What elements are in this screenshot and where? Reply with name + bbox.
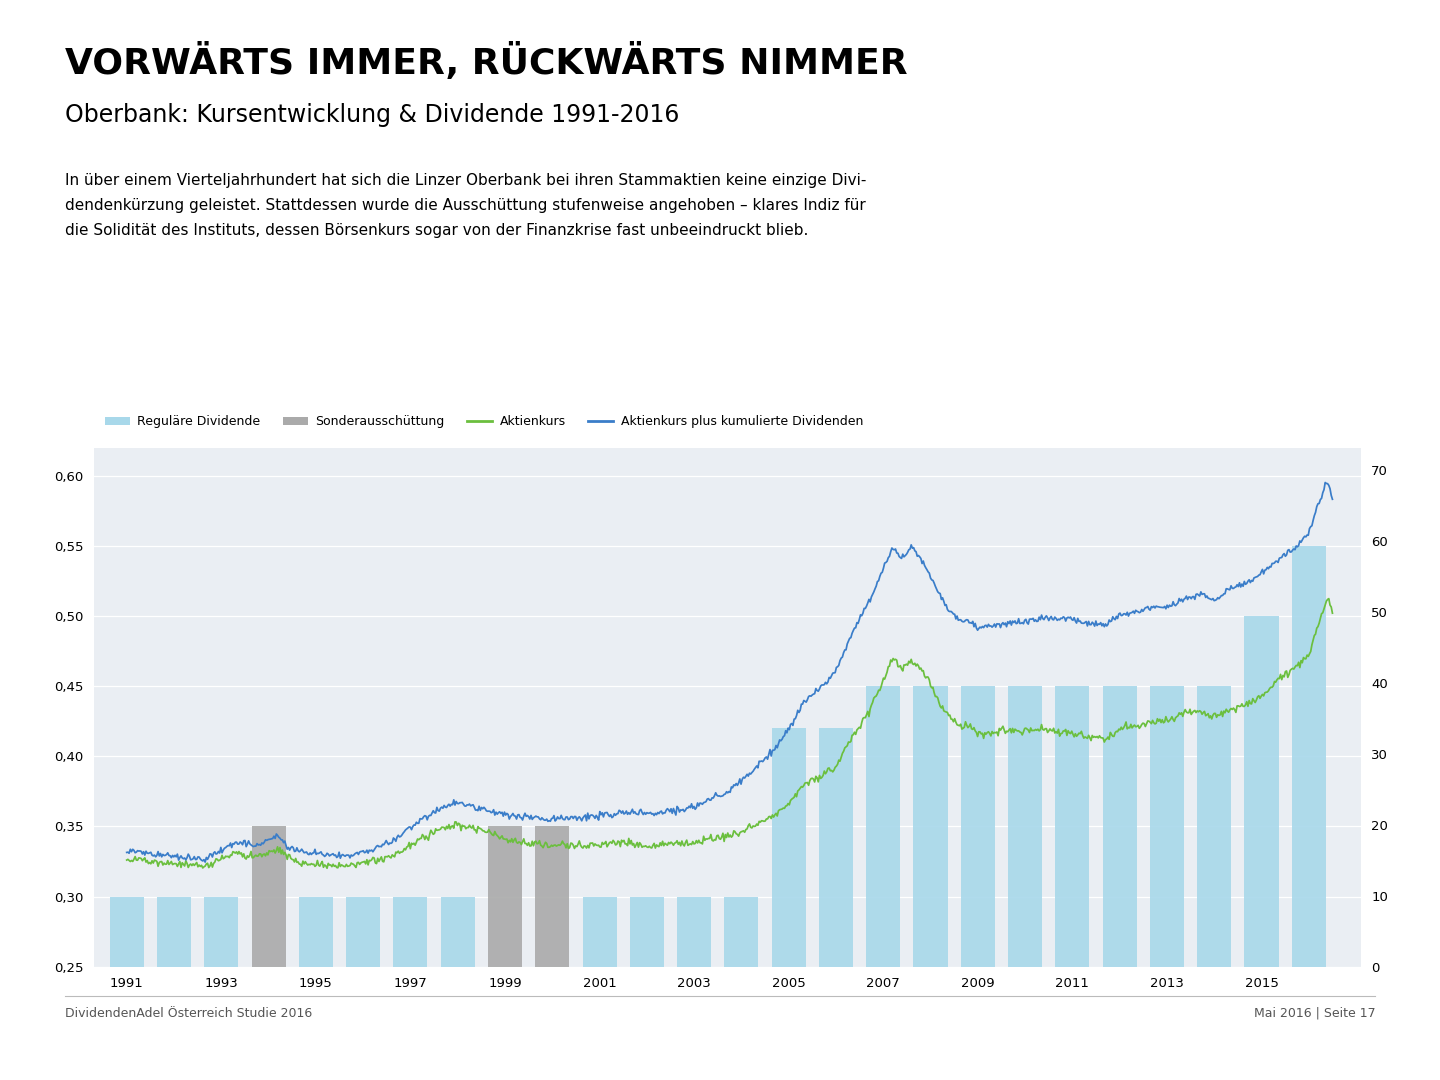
- Bar: [772, 728, 806, 1080]
- Bar: [300, 896, 333, 1080]
- Bar: [583, 896, 616, 1080]
- Bar: [819, 728, 852, 1080]
- Bar: [677, 896, 711, 1080]
- Bar: [1292, 546, 1326, 1080]
- Bar: [1197, 687, 1231, 1080]
- Bar: [867, 687, 900, 1080]
- Text: VORWÄRTS IMMER, RÜCKWÄRTS NIMMER: VORWÄRTS IMMER, RÜCKWÄRTS NIMMER: [65, 43, 907, 81]
- Bar: [393, 896, 428, 1080]
- Bar: [109, 896, 144, 1080]
- Bar: [157, 896, 192, 1080]
- Bar: [1244, 617, 1279, 1080]
- Bar: [346, 896, 380, 1080]
- Legend: Reguläre Dividende, Sonderausschüttung, Aktienkurs, Aktienkurs plus kumulierte D: Reguläre Dividende, Sonderausschüttung, …: [99, 410, 868, 433]
- Bar: [724, 896, 759, 1080]
- Bar: [913, 687, 948, 1080]
- Text: Mai 2016 | Seite 17: Mai 2016 | Seite 17: [1254, 1007, 1375, 1020]
- Bar: [252, 826, 285, 1080]
- Bar: [960, 687, 995, 1080]
- Bar: [1008, 687, 1043, 1080]
- Text: In über einem Vierteljahrhundert hat sich die Linzer Oberbank bei ihren Stammakt: In über einem Vierteljahrhundert hat sic…: [65, 173, 867, 239]
- Text: Oberbank: Kursentwicklung & Dividende 1991-2016: Oberbank: Kursentwicklung & Dividende 19…: [65, 103, 680, 126]
- Bar: [441, 896, 475, 1080]
- Bar: [1103, 687, 1136, 1080]
- Bar: [204, 896, 238, 1080]
- Bar: [629, 896, 664, 1080]
- Text: DividendenAdel Österreich Studie 2016: DividendenAdel Österreich Studie 2016: [65, 1007, 312, 1020]
- Bar: [1056, 687, 1090, 1080]
- Bar: [536, 826, 569, 1080]
- Bar: [1151, 687, 1184, 1080]
- Bar: [488, 826, 521, 1080]
